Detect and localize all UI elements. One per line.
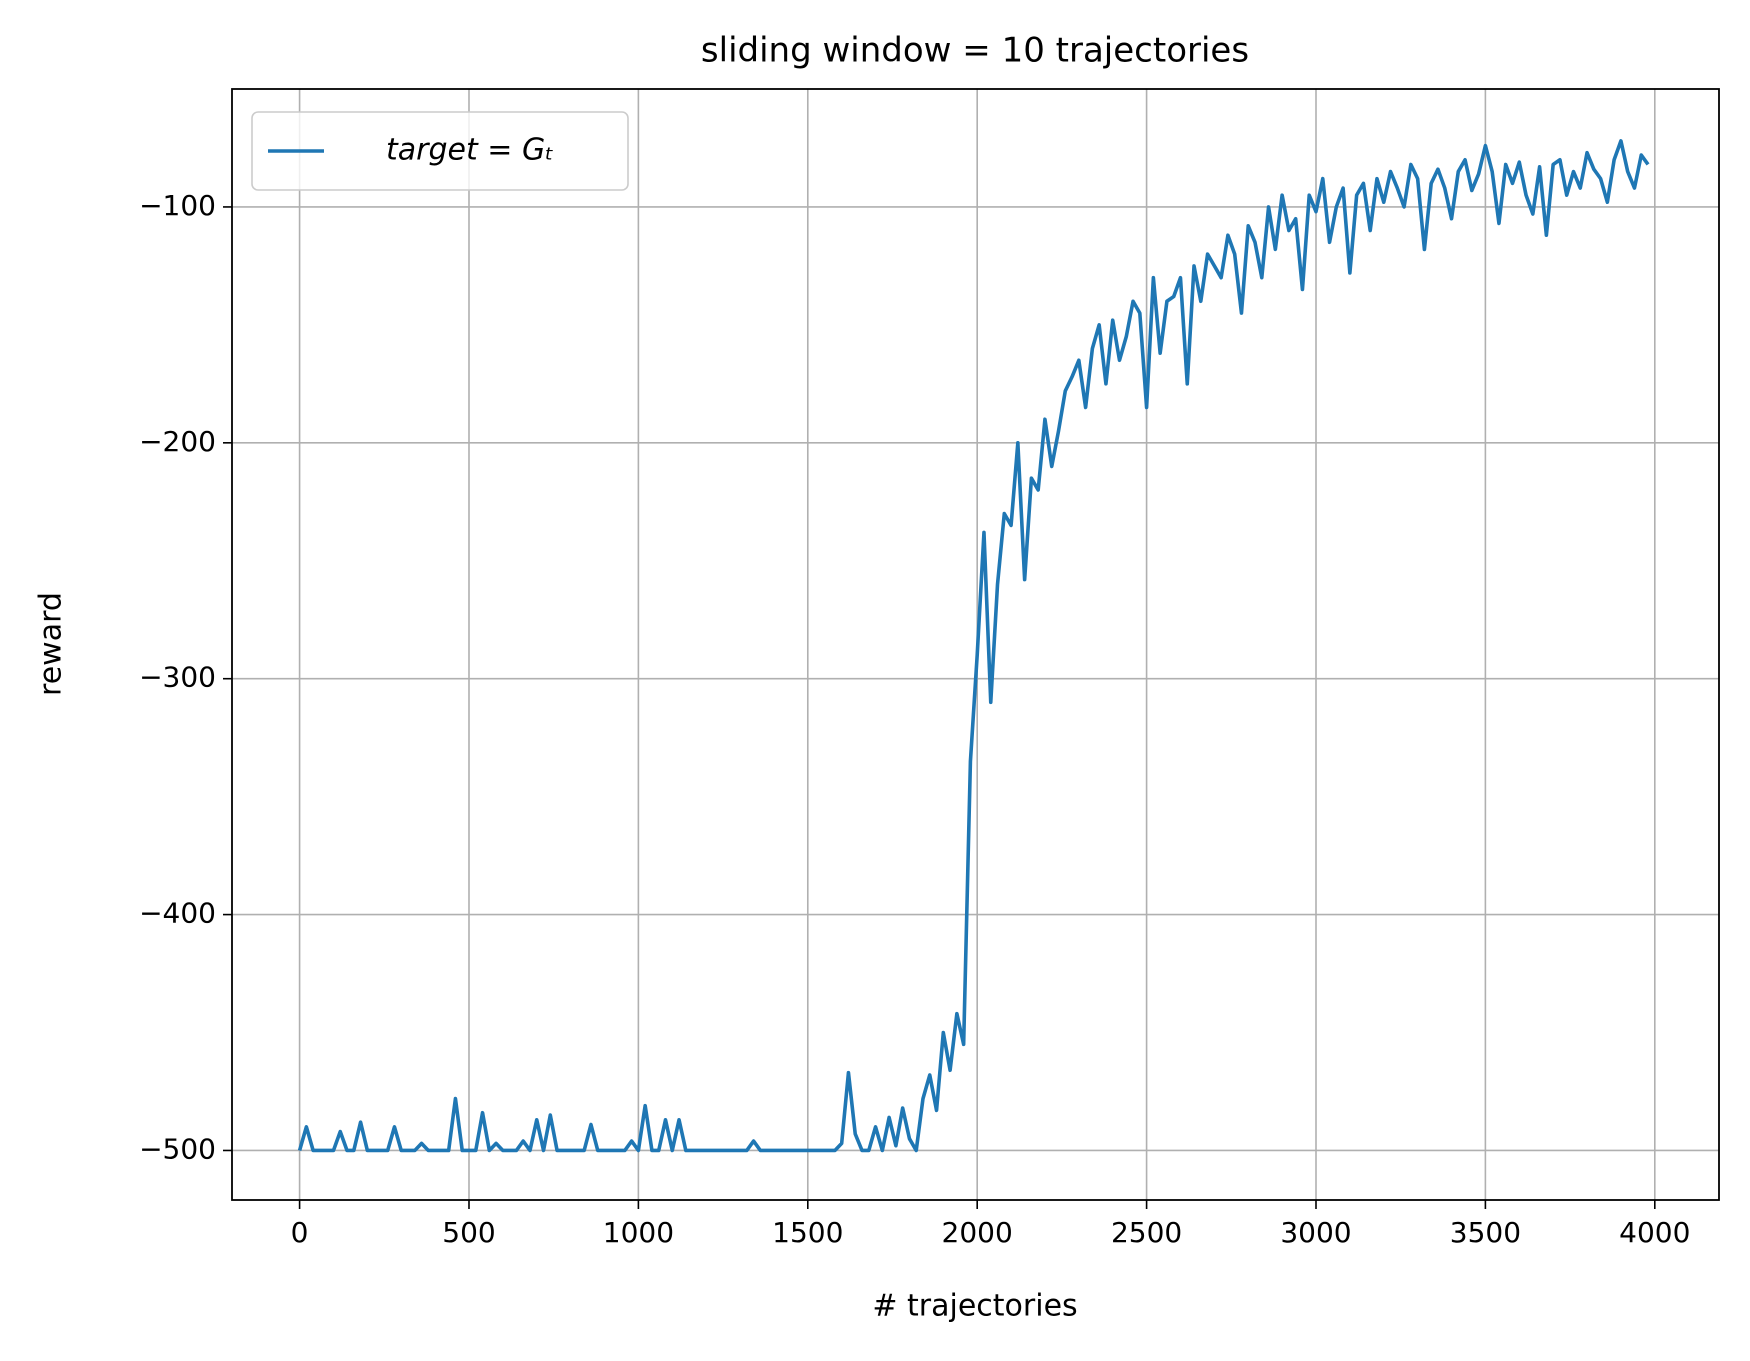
plot-frame	[231, 88, 1720, 1201]
y-tick-label: −300	[139, 661, 216, 694]
x-axis-label: # trajectories	[872, 1289, 1077, 1324]
data-line	[297, 139, 1650, 1153]
chart-title: sliding window = 10 trajectories	[701, 31, 1249, 71]
x-tick-label: 1500	[772, 1216, 843, 1249]
y-tick-label: −100	[139, 189, 216, 222]
legend-label: target = Gₜ	[386, 133, 554, 168]
y-axis-label: reward	[34, 592, 69, 696]
x-tick-label: 2000	[942, 1216, 1013, 1249]
legend-box	[251, 111, 629, 191]
x-tick-label: 3500	[1450, 1216, 1521, 1249]
x-tick-label: 2500	[1111, 1216, 1182, 1249]
y-tick-label: −500	[139, 1132, 216, 1165]
y-tick-label: −200	[139, 425, 216, 458]
x-tick-label: 1000	[603, 1216, 674, 1249]
x-tick-label: 0	[291, 1216, 309, 1249]
x-tick-label: 500	[442, 1216, 495, 1249]
y-tick-label: −400	[139, 897, 216, 930]
x-tick-label: 3000	[1280, 1216, 1351, 1249]
x-tick-label: 4000	[1619, 1216, 1690, 1249]
